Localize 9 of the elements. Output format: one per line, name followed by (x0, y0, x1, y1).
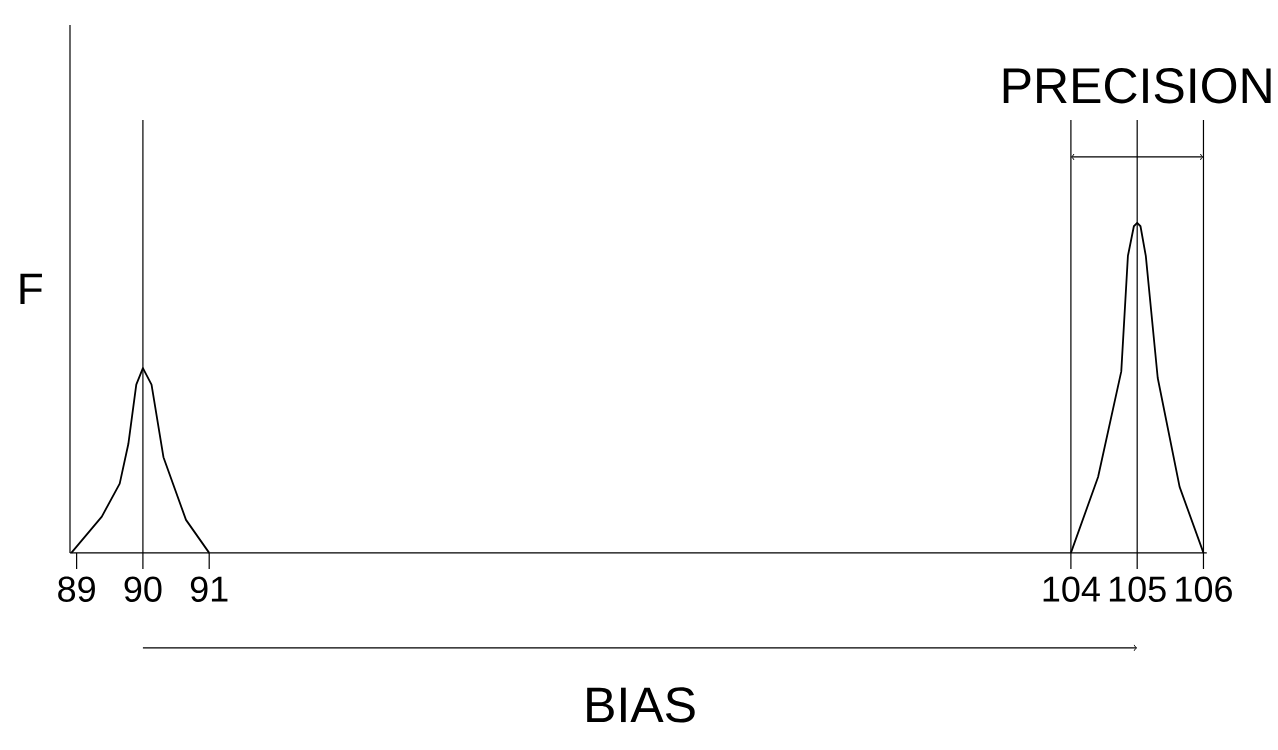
x-tick-label: 105 (1109, 576, 1166, 602)
x-tick-label: 90 (124, 576, 162, 602)
x-tick-label: 91 (190, 576, 228, 602)
text: PRECISION (1003, 68, 1271, 104)
x-tick-label: 106 (1176, 576, 1232, 602)
text: BIAS (587, 687, 695, 723)
x-tick-label: 104 (1043, 576, 1100, 602)
x-tick-label: 89 (58, 576, 95, 602)
y-axis-title: F (20, 273, 42, 305)
